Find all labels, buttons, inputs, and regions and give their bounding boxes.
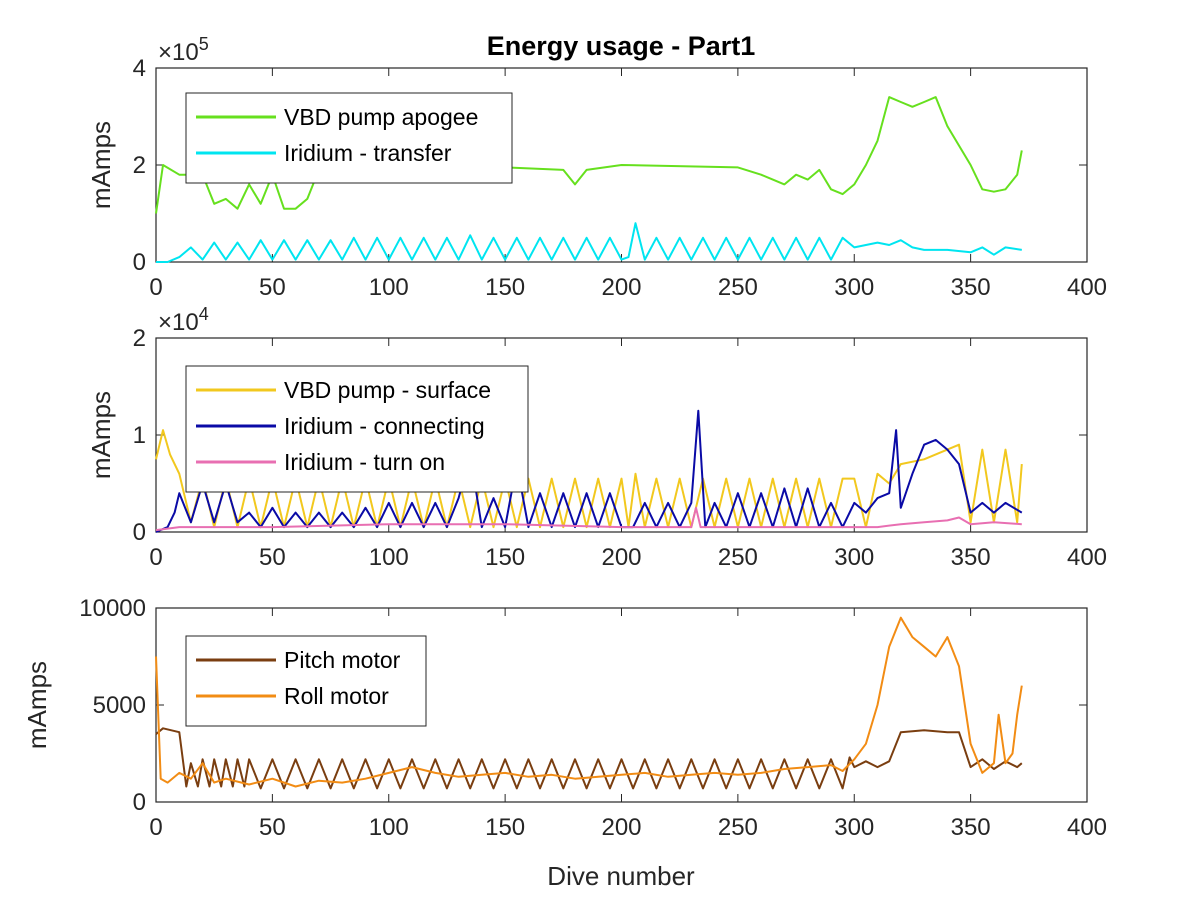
- x-tick-label: 350: [951, 274, 991, 301]
- y-tick-label: 2: [133, 325, 146, 352]
- axes-2: 0 50 100 150 200 250 300 350 400 0 1 2 ×104 mAmps V…: [86, 304, 1107, 571]
- x-tick-label: 0: [149, 274, 162, 301]
- legend-label: Iridium - turn on: [284, 449, 445, 475]
- legend-label: Iridium - connecting: [284, 413, 485, 439]
- axes-2-series: [155, 409, 1023, 533]
- figure-title: Energy usage - Part1: [487, 31, 756, 61]
- axes-3: 0 50 100 150 200 250 300 350 400 0 5000 10000 mAmps…: [22, 595, 1107, 891]
- legend-label: Iridium - transfer: [284, 140, 452, 166]
- legend-1: VBD pump apogee Iridium - transfer: [185, 92, 513, 184]
- legend-box: [185, 365, 529, 493]
- x-tick-label: 400: [1067, 544, 1107, 571]
- axes-2-ticks: 0 50 100 150 200 250 300 350 400 0 1 2: [133, 325, 1107, 571]
- legend-label: Pitch motor: [284, 647, 401, 673]
- axes-1-exponent-power: 5: [199, 34, 209, 54]
- y-tick-label: 0: [133, 789, 146, 816]
- axes-1: 0 50 100 150 200 250 300 350 400 0 2 4 ×105 mAmps V…: [86, 34, 1107, 301]
- x-tick-label: 0: [149, 544, 162, 571]
- x-tick-label: 350: [951, 814, 991, 841]
- y-tick-label: 5000: [93, 692, 146, 719]
- x-tick-label: 100: [369, 274, 409, 301]
- x-tick-label: 0: [149, 814, 162, 841]
- series-line-iridium-transfer: [156, 222, 1022, 263]
- series-line-vbd-pump-surface: [155, 429, 1023, 529]
- x-tick-label: 300: [834, 814, 874, 841]
- series-line-pitch-motor: [155, 727, 1023, 790]
- legend-label: VBD pump apogee: [284, 104, 478, 130]
- legend-box: [185, 92, 513, 184]
- x-tick-label: 200: [601, 544, 641, 571]
- axes-3-series: [155, 616, 1023, 790]
- y-tick-label: 0: [133, 519, 146, 546]
- x-tick-label: 200: [601, 274, 641, 301]
- y-tick-label: 2: [133, 152, 146, 179]
- y-tick-label: 10000: [79, 595, 146, 622]
- y-tick-label: 1: [133, 422, 146, 449]
- axes-2-ylabel: mAmps: [86, 391, 116, 479]
- x-tick-label: 250: [718, 814, 758, 841]
- x-tick-label: 50: [259, 544, 286, 571]
- legend-box: [185, 635, 427, 727]
- x-tick-label: 250: [718, 274, 758, 301]
- x-tick-label: 300: [834, 274, 874, 301]
- axes-3-ylabel: mAmps: [22, 661, 52, 749]
- series-line-iridium-connecting: [155, 409, 1023, 533]
- x-tick-label: 150: [485, 274, 525, 301]
- x-tick-label: 50: [259, 814, 286, 841]
- x-tick-label: 100: [369, 814, 409, 841]
- x-tick-label: 150: [485, 814, 525, 841]
- y-tick-label: 0: [133, 249, 146, 276]
- legend-3: Pitch motor Roll motor: [185, 635, 427, 727]
- axes-2-exponent-base: ×10: [158, 309, 199, 336]
- x-tick-label: 100: [369, 544, 409, 571]
- axes-1-ticks: 0 50 100 150 200 250 300 350 400 0 2 4: [133, 55, 1107, 301]
- x-tick-label: 250: [718, 544, 758, 571]
- legend-2: VBD pump - surface Iridium - connecting Ir…: [185, 365, 529, 493]
- axes-1-exponent: ×105: [158, 34, 209, 66]
- series-line-vbd-pump-apogee: [155, 96, 1023, 214]
- x-tick-label: 200: [601, 814, 641, 841]
- axes-1-series: [155, 96, 1023, 263]
- axes-1-ylabel: mAmps: [86, 121, 116, 209]
- axes-3-ticks: 0 50 100 150 200 250 300 350 400 0 5000 10000: [79, 595, 1107, 841]
- x-tick-label: 50: [259, 274, 286, 301]
- y-tick-label: 4: [133, 55, 146, 82]
- x-tick-label: 350: [951, 544, 991, 571]
- legend-label: Roll motor: [284, 683, 389, 709]
- legend-label: VBD pump - surface: [284, 377, 491, 403]
- axes-1-exponent-base: ×10: [158, 39, 199, 66]
- x-tick-label: 400: [1067, 814, 1107, 841]
- axes-2-exponent-power: 4: [199, 304, 209, 324]
- x-tick-label: 300: [834, 544, 874, 571]
- axes-3-xlabel: Dive number: [547, 861, 695, 891]
- x-tick-label: 150: [485, 544, 525, 571]
- series-line-roll-motor: [155, 616, 1023, 788]
- x-tick-label: 400: [1067, 274, 1107, 301]
- series-line-iridium-turn-on: [155, 506, 1022, 532]
- axes-2-exponent: ×104: [158, 304, 209, 336]
